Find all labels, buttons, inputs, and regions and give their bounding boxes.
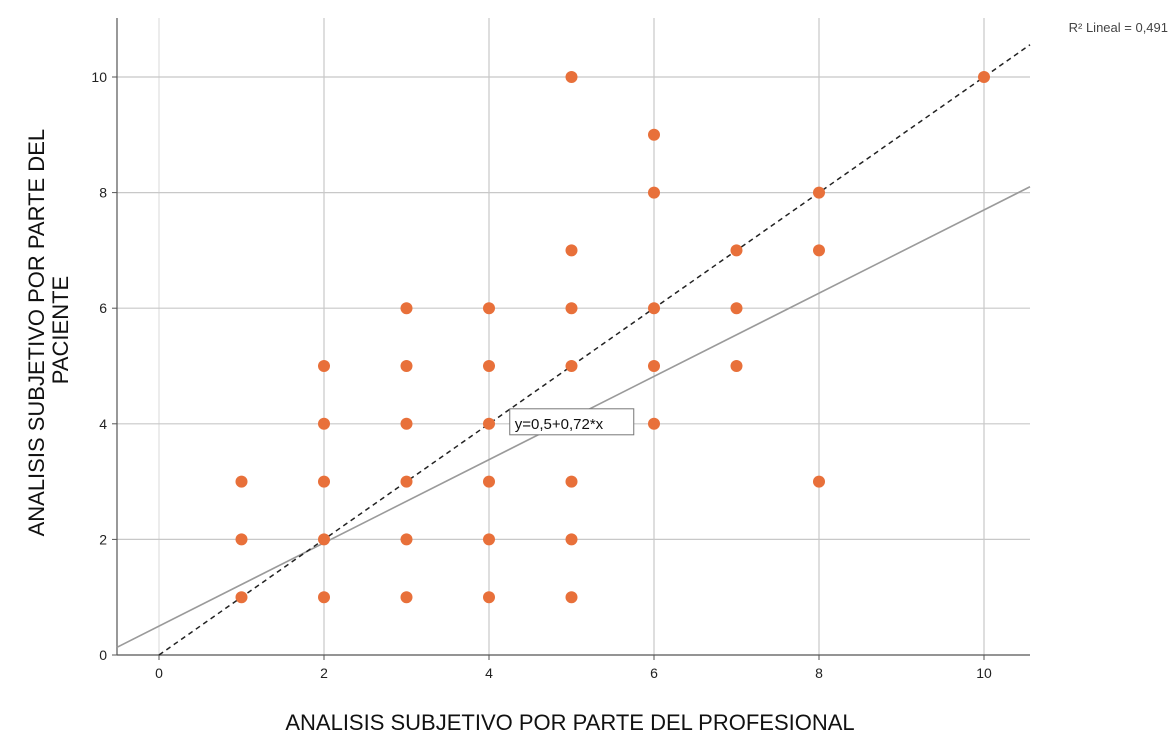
data-point bbox=[648, 128, 660, 141]
data-point bbox=[400, 302, 413, 315]
lines-layer bbox=[116, 44, 1031, 656]
data-point bbox=[483, 302, 495, 315]
x-tick-label: 4 bbox=[485, 665, 493, 681]
data-point bbox=[483, 360, 495, 372]
y-axis-title-line-1: ANALISIS SUBJETIVO POR PARTE DEL bbox=[24, 129, 49, 536]
y-tick-label: 8 bbox=[99, 185, 107, 201]
x-tick-label: 6 bbox=[650, 665, 658, 681]
equation-label: y=0,5+0,72*x bbox=[509, 408, 635, 436]
data-point bbox=[565, 71, 578, 83]
x-tick-label: 2 bbox=[320, 665, 328, 681]
y-tick-label: 2 bbox=[99, 531, 107, 547]
y-tick-label: 6 bbox=[99, 300, 107, 316]
x-tick-label: 0 bbox=[155, 665, 163, 681]
data-point bbox=[813, 186, 825, 199]
data-point bbox=[400, 475, 413, 488]
data-point bbox=[565, 533, 578, 546]
points-layer bbox=[235, 71, 990, 604]
data-point bbox=[565, 475, 578, 488]
data-point bbox=[318, 360, 330, 372]
data-point bbox=[813, 244, 825, 257]
data-point bbox=[400, 533, 413, 546]
data-point bbox=[318, 591, 330, 604]
r-squared-label: R² Lineal = 0,491 bbox=[1069, 20, 1168, 35]
y-axis-title-line-2: PACIENTE bbox=[48, 276, 73, 384]
reference-line-dashed bbox=[158, 44, 1031, 656]
data-point bbox=[565, 302, 578, 315]
data-point bbox=[400, 360, 413, 372]
y-tick-label: 0 bbox=[99, 647, 107, 663]
data-point bbox=[318, 417, 330, 430]
x-axis-title: ANALISIS SUBJETIVO POR PARTE DEL PROFESI… bbox=[285, 710, 854, 735]
data-point bbox=[483, 591, 495, 604]
data-point bbox=[483, 417, 495, 430]
y-tick-label: 10 bbox=[91, 69, 107, 85]
data-point bbox=[565, 591, 578, 604]
data-point bbox=[730, 244, 743, 257]
data-point bbox=[648, 417, 660, 430]
x-tick-label: 8 bbox=[815, 665, 823, 681]
x-tick-label: 10 bbox=[976, 665, 992, 681]
data-point bbox=[648, 186, 660, 199]
data-point bbox=[730, 302, 743, 315]
data-point bbox=[400, 417, 413, 430]
data-point bbox=[400, 591, 413, 604]
axes-layer bbox=[112, 18, 1030, 660]
data-point bbox=[235, 591, 248, 604]
data-point bbox=[235, 475, 248, 488]
data-point bbox=[565, 244, 578, 257]
data-point bbox=[483, 475, 495, 488]
data-point bbox=[648, 302, 660, 315]
data-point bbox=[730, 360, 743, 372]
data-point bbox=[648, 360, 660, 372]
data-point bbox=[813, 475, 825, 488]
labels-layer: 0 2 4 6 8 10 0 2 4 6 8 10 y=0,5+0,72*x R² Lineal = 0,… bbox=[91, 20, 1168, 681]
y-axis-title: ANALISIS SUBJETIVO POR PARTE DEL PACIENT… bbox=[24, 124, 73, 537]
data-point bbox=[565, 360, 578, 372]
y-tick-label: 4 bbox=[99, 416, 107, 432]
equation-text: y=0,5+0,72*x bbox=[515, 416, 604, 433]
equation-box bbox=[509, 408, 635, 436]
data-point bbox=[318, 475, 330, 488]
data-point bbox=[978, 71, 990, 83]
data-point bbox=[235, 533, 248, 546]
data-point bbox=[318, 533, 330, 546]
data-point bbox=[483, 533, 495, 546]
grid-layer bbox=[117, 18, 1030, 655]
